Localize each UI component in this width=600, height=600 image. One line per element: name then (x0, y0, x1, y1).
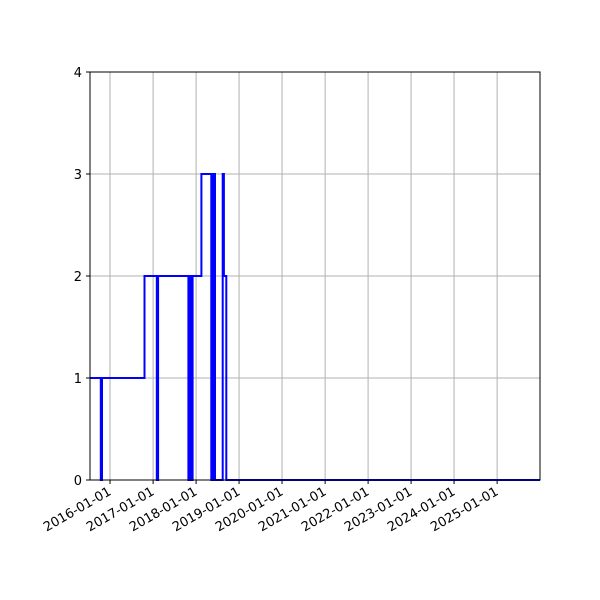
y-tick-label: 0 (74, 474, 82, 489)
y-tick-label: 1 (74, 372, 82, 387)
y-tick-label: 2 (74, 270, 82, 285)
y-tick-label: 4 (74, 66, 82, 81)
y-tick-label: 3 (74, 168, 82, 183)
